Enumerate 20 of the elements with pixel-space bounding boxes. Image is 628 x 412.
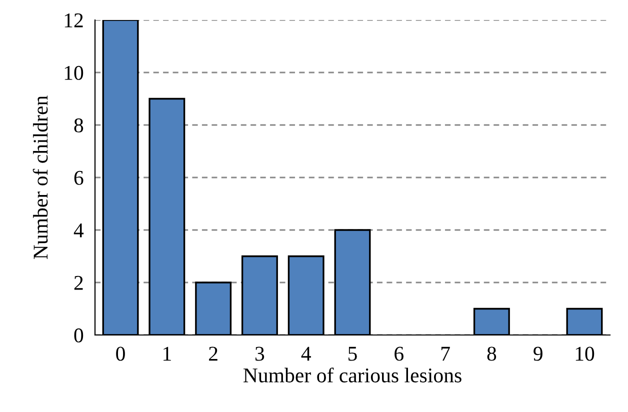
x-tick-label: 4 (301, 346, 311, 361)
y-tick-label: 6 (74, 170, 84, 185)
x-tick-label: 6 (394, 346, 404, 361)
x-tick-label: 3 (255, 346, 264, 361)
x-tick-label: 0 (116, 346, 125, 361)
x-tick-label: 7 (441, 346, 450, 361)
x-tick-label: 5 (348, 346, 357, 361)
y-tick-label: 4 (74, 224, 84, 238)
y-tick-label: 0 (74, 328, 84, 342)
y-tick-label: 2 (74, 276, 83, 290)
y-tick-label: 12 (64, 13, 83, 28)
x-tick-label: 9 (534, 346, 542, 361)
x-axis-title: Number of carious lesions (243, 368, 462, 382)
y-tick-label: 10 (64, 66, 84, 80)
y-axis-title: Number of children (32, 96, 48, 260)
x-tick-label: 10 (576, 346, 594, 361)
x-tick-label: 8 (487, 346, 496, 361)
y-tick-label: 8 (74, 118, 84, 132)
x-tick-label: 1 (164, 346, 171, 361)
x-tick-label: 2 (209, 346, 218, 361)
